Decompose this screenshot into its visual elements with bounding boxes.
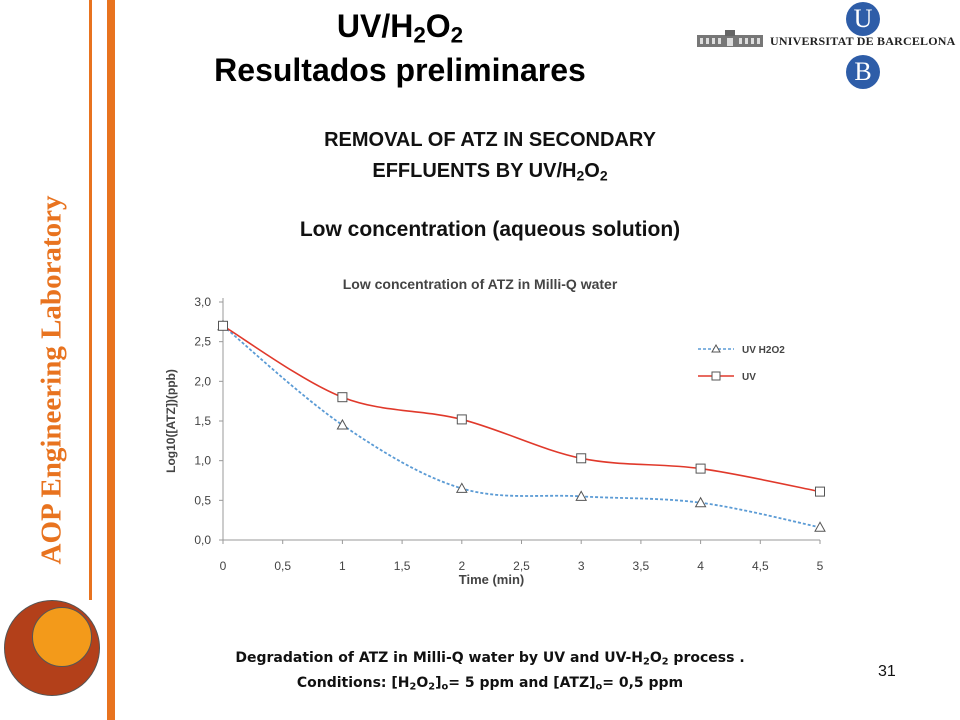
x-axis-label: Time (min) [459, 572, 525, 587]
side-label: AOP Engineering Laboratory [35, 195, 68, 565]
figure-caption-line1: Degradation of ATZ in Milli-Q water by U… [235, 650, 745, 668]
university-logo-u: U [846, 2, 880, 36]
data-point-uv-h2o2 [455, 482, 468, 493]
x-tick-label: 2,5 [513, 559, 530, 573]
y-tick-label: 3,0 [194, 295, 211, 309]
legend-marker-uv [711, 371, 721, 381]
x-tick-label: 0 [220, 559, 227, 573]
x-tick-label: 1,5 [394, 559, 411, 573]
series-line-uv [222, 325, 821, 493]
left-accent-bar-thin [89, 0, 92, 600]
legend-label-uv-h2o2: UV H2O2 [742, 345, 785, 356]
x-tick-label: 2 [458, 559, 465, 573]
data-point-uv [815, 486, 825, 497]
x-tick-label: 4,5 [752, 559, 769, 573]
logo-circle-inner [32, 607, 92, 667]
data-point-uv-h2o2 [694, 496, 707, 508]
chart-title: Low concentration of ATZ in Milli-Q wate… [343, 276, 618, 292]
data-point-uv [337, 392, 348, 403]
data-point-uv [695, 463, 706, 474]
data-point-uv [456, 414, 467, 425]
page-number: 31 [878, 663, 896, 680]
university-building-icon [697, 30, 763, 47]
legend-marker-uv-h2o2 [711, 343, 721, 353]
slide-title-line1: UV/H2O2 [336, 8, 464, 48]
y-tick-label: 1,0 [194, 454, 211, 468]
x-tick-label: 5 [817, 559, 824, 573]
y-tick-label: 2,5 [194, 335, 211, 349]
x-tick-label: 0,5 [274, 559, 291, 573]
x-tick-label: 4 [697, 559, 704, 573]
y-tick-label: 0,5 [194, 493, 211, 507]
atz-degradation-chart: Low concentration of ATZ in Milli-Q wate… [164, 276, 826, 587]
data-point-uv [576, 453, 587, 464]
left-accent-bar-thick [107, 0, 115, 720]
series-line-uv-h2o2 [222, 325, 821, 529]
section-heading-line1: REMOVAL OF ATZ IN SECONDARY [324, 129, 656, 151]
data-point-uv-h2o2 [575, 490, 588, 501]
subheading: Low concentration (aqueous solution) [299, 218, 681, 241]
x-tick-label: 3 [578, 559, 585, 573]
legend-label-uv: UV [742, 372, 756, 383]
university-name: UNIVERSITAT DE BARCELONA [770, 34, 956, 48]
data-point-uv [218, 320, 228, 331]
y-tick-label: 0,0 [194, 533, 211, 547]
section-heading-line2: EFFLUENTS BY UV/H2O2 [372, 160, 608, 184]
y-tick-label: 1,5 [194, 414, 211, 428]
university-logo-b: B [846, 55, 880, 89]
x-tick-label: 1 [339, 559, 346, 573]
data-point-uv-h2o2 [336, 418, 349, 430]
y-axis-label: Log10([ATZ])(ppb) [164, 369, 178, 473]
slide-title-line2: Resultados preliminares [214, 52, 586, 88]
data-point-uv-h2o2 [814, 521, 826, 532]
y-tick-label: 2,0 [194, 374, 211, 388]
figure-caption-line2: Conditions: [H2O2]o= 5 ppm and [ATZ]o= 0… [296, 675, 684, 693]
x-tick-label: 3,5 [633, 559, 650, 573]
